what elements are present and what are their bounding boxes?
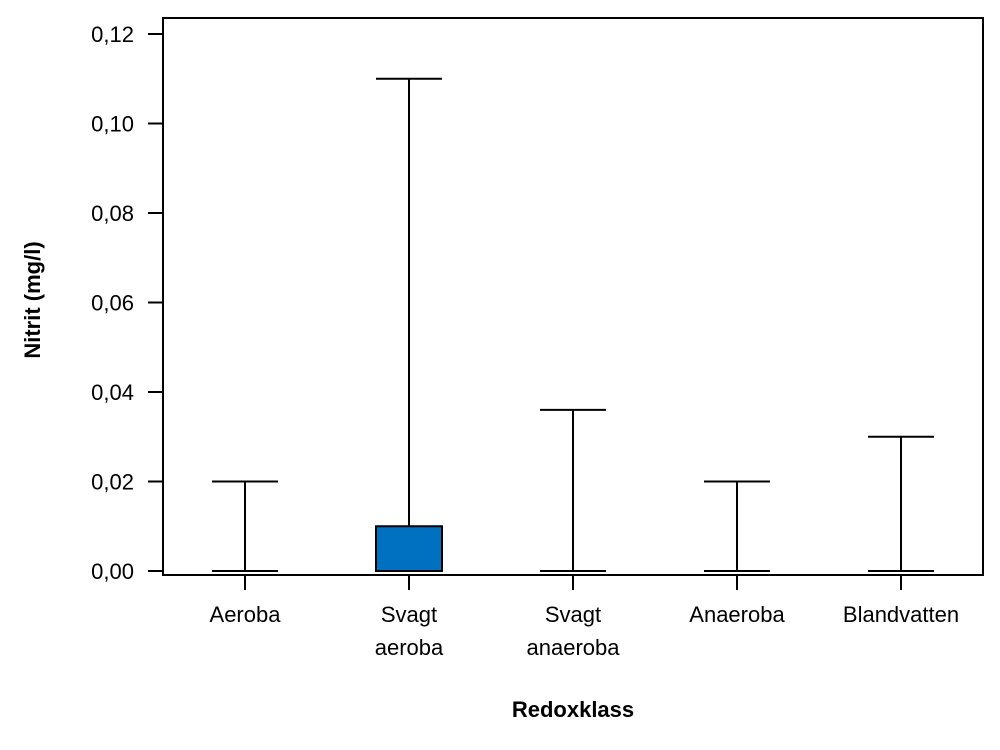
y-axis: 0,00 0,02 0,04 0,06 0,08 0,10 0,12: [91, 22, 163, 584]
y-tick-label: 0,10: [91, 112, 134, 137]
x-tick-label: Svagt: [381, 602, 437, 627]
box-series: [212, 77, 934, 572]
x-tick-label: anaeroba: [527, 635, 621, 660]
y-tick-label: 0,12: [91, 22, 134, 47]
box-3: [704, 480, 770, 572]
x-tick-label: Blandvatten: [843, 602, 959, 627]
box-1: [375, 77, 443, 572]
box-2: [540, 408, 606, 572]
box-iqr: [375, 525, 443, 572]
x-tick-label: aeroba: [375, 635, 444, 660]
plot-area-frame: [162, 17, 984, 576]
x-tick-label: Anaeroba: [689, 602, 785, 627]
box-4: [868, 435, 934, 572]
y-axis-title: Nitrit (mg/l): [20, 241, 45, 358]
y-tick-label: 0,04: [91, 380, 134, 405]
x-tick-label: Aeroba: [210, 602, 282, 627]
y-tick-label: 0,02: [91, 470, 134, 495]
y-tick-label: 0,06: [91, 291, 134, 316]
x-tick-label: Svagt: [545, 602, 601, 627]
x-axis-title: Redoxklass: [512, 697, 634, 722]
y-tick-label: 0,08: [91, 201, 134, 226]
y-tick-label: 0,00: [91, 559, 134, 584]
box-0: [212, 480, 278, 572]
x-axis: Aeroba Svagt aeroba Svagt anaeroba Anaeroba Bl…: [210, 575, 959, 660]
